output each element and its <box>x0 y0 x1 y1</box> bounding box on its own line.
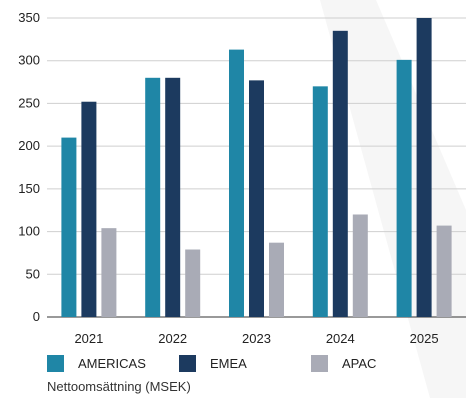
bar-americas-2023 <box>229 49 244 317</box>
bar-americas-2021 <box>61 137 77 317</box>
bar-apac-2024 <box>352 214 368 317</box>
legend-swatch-apac <box>311 355 328 372</box>
bar-americas-2024 <box>312 86 328 317</box>
bar-apac-2025 <box>436 225 452 317</box>
x-tick-label: 2021 <box>74 331 103 346</box>
legend-swatch-americas <box>47 355 64 372</box>
x-tick-label: 2025 <box>410 331 439 346</box>
x-tick-label: 2023 <box>242 331 271 346</box>
y-tick-label: 100 <box>18 224 40 239</box>
bar-americas-2022 <box>145 77 161 317</box>
bar-emea-2025 <box>416 18 432 317</box>
bar-apac-2022 <box>185 249 201 317</box>
bar-emea-2024 <box>332 30 348 318</box>
y-tick-label: 0 <box>33 309 40 324</box>
legend-label-americas: AMERICAS <box>78 356 146 371</box>
y-tick-label: 50 <box>26 266 40 281</box>
bar-americas-2025 <box>396 59 412 318</box>
y-tick-label: 350 <box>18 10 40 25</box>
bar-emea-2022 <box>165 77 181 317</box>
y-tick-label: 250 <box>18 95 40 110</box>
x-tick-label: 2024 <box>326 331 355 346</box>
bar-apac-2023 <box>269 242 284 317</box>
y-tick-label: 150 <box>18 181 40 196</box>
bar-emea-2021 <box>81 101 97 317</box>
axis-layer: 0 50 100 150 200 250 300 350 2021 2022 2023 2024 202… <box>18 10 438 346</box>
bar-apac-2021 <box>101 228 117 317</box>
y-tick-label: 200 <box>18 138 40 153</box>
legend: AMERICAS EMEA APAC <box>47 355 376 372</box>
bar-emea-2023 <box>249 80 264 317</box>
chart-caption: Nettoomsättning (MSEK) <box>47 379 191 394</box>
bars-layer <box>61 18 452 318</box>
legend-label-emea: EMEA <box>210 356 247 371</box>
x-tick-label: 2022 <box>158 331 187 346</box>
legend-swatch-emea <box>179 355 196 372</box>
legend-label-apac: APAC <box>342 356 376 371</box>
y-tick-label: 300 <box>18 53 40 68</box>
